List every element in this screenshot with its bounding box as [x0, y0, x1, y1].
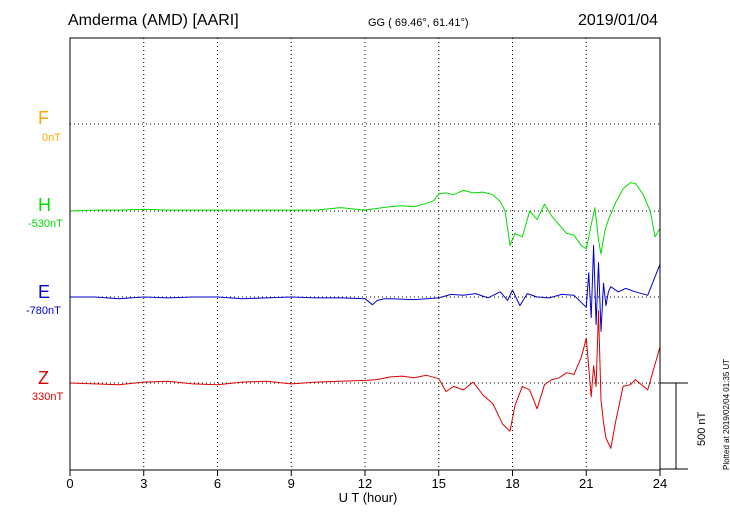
component-f-label: F — [38, 108, 49, 128]
component-h-label: H — [38, 195, 51, 215]
x-tick-label-6: 6 — [214, 476, 221, 491]
component-e-label: E — [38, 282, 51, 302]
component-h-baseline: -530nT — [28, 218, 63, 230]
x-axis-label: U T (hour) — [338, 490, 398, 505]
series-line-H — [69, 182, 661, 255]
x-tick-label-9: 9 — [288, 476, 295, 491]
x-tick-label-3: 3 — [140, 476, 147, 491]
component-e-baseline: -780nT — [26, 305, 61, 317]
component-z-label: Z — [38, 368, 49, 388]
x-tick-label-18: 18 — [505, 476, 519, 491]
series-line-E — [70, 244, 661, 332]
x-axis-ticks: 0 3 6 9 12 15 18 21 24 — [66, 470, 667, 491]
plotted-timestamp: Plotted at 2019/02/04 01:35 UT — [722, 358, 730, 470]
date-label: 2019/01/04 — [578, 12, 659, 29]
x-tick-label-15: 15 — [432, 476, 446, 491]
x-tick-label-12: 12 — [358, 476, 372, 491]
geographic-coordinates: GG ( 69.46°, 61.41°) — [368, 17, 469, 29]
series-line-Z — [69, 310, 661, 449]
station-title: Amderma (AMD) [AARI] — [68, 12, 239, 29]
x-tick-label-0: 0 — [66, 476, 73, 491]
x-tick-label-24: 24 — [653, 476, 667, 491]
component-f-baseline: 0nT — [42, 132, 61, 144]
component-z-baseline: 330nT — [32, 391, 64, 403]
scale-bar-label: 500 nT — [696, 411, 708, 446]
grid-lines — [143, 38, 587, 470]
scale-bar — [660, 382, 688, 470]
x-tick-label-21: 21 — [579, 476, 593, 491]
component-traces — [69, 182, 661, 449]
